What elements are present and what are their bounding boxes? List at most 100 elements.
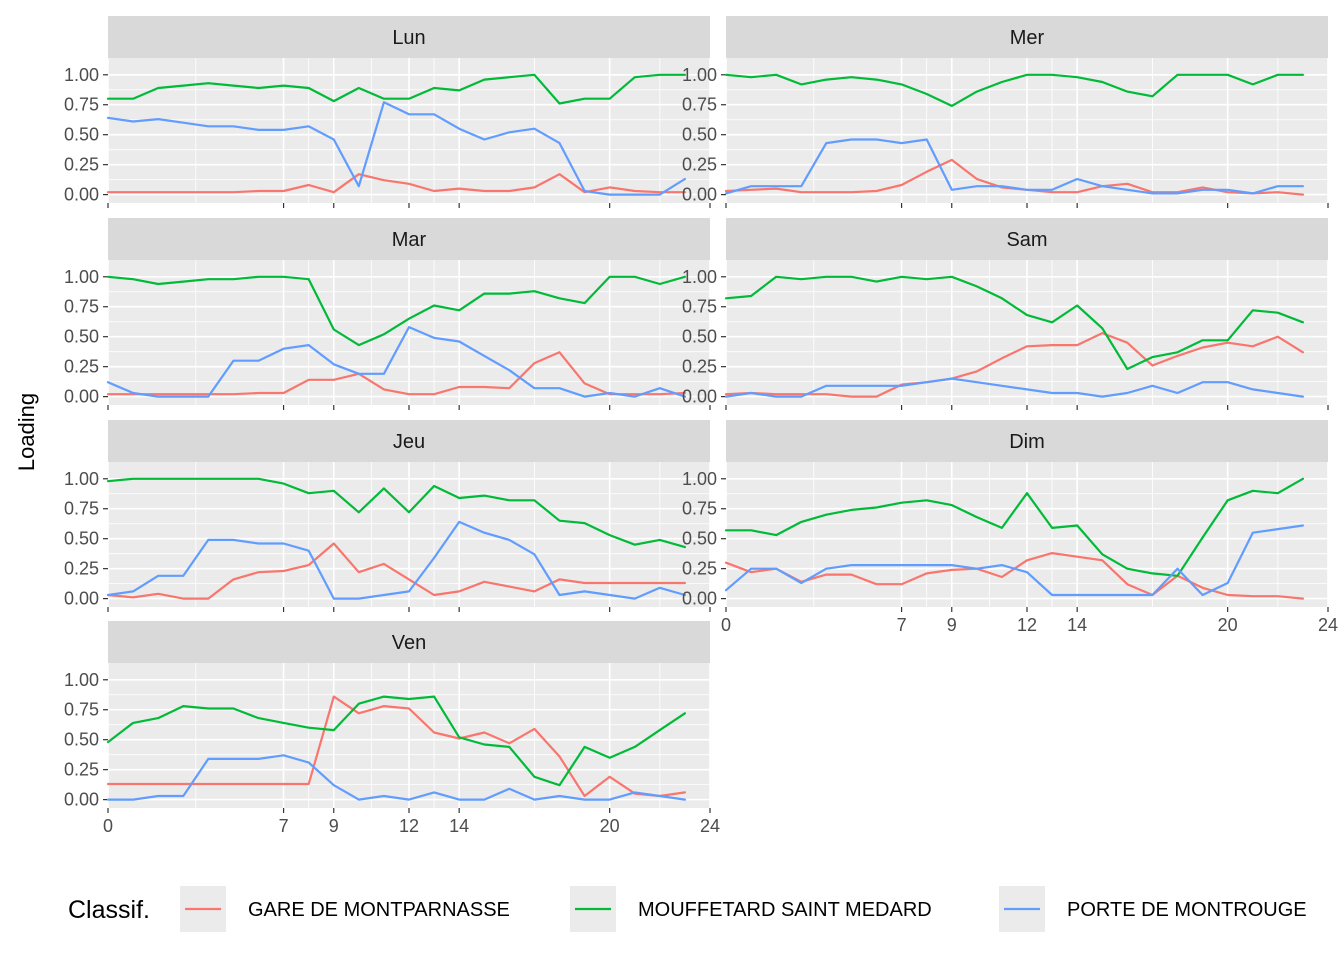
- y-tick-label: 0.25: [682, 559, 717, 579]
- y-tick-label: 1.00: [682, 469, 717, 489]
- y-tick-label: 0.25: [64, 155, 99, 175]
- x-tick-label: 14: [1067, 615, 1087, 635]
- y-tick-label: 0.75: [64, 700, 99, 720]
- strip-mar: [108, 218, 710, 260]
- x-tick-label: 24: [700, 816, 720, 836]
- y-tick-label: 0.25: [64, 357, 99, 377]
- y-tick-label: 1.00: [64, 670, 99, 690]
- series-line-porte-de-montrouge-dim: [724, 524, 1305, 597]
- strip-label-lun: Lun: [392, 27, 425, 49]
- x-tick-label: 24: [1318, 615, 1338, 635]
- strip-label-dim: Dim: [1009, 431, 1045, 453]
- series-line-mouffetard-saint-medard-ven: [106, 695, 687, 787]
- panel-sam: Sam 0.00 0.25 0.50 0.75 1.00: [682, 218, 1329, 410]
- y-tick-label: 0.50: [64, 730, 99, 750]
- series-line-mouffetard-saint-medard-sam: [724, 275, 1305, 371]
- series-line-mouffetard-saint-medard-dim: [724, 477, 1305, 577]
- y-tick-label: 0.75: [64, 297, 99, 317]
- legend-title: Classif.: [68, 896, 150, 924]
- y-tick-label: 0.25: [682, 357, 717, 377]
- y-tick-label: 0.00: [64, 185, 99, 205]
- y-tick-label: 0.50: [64, 529, 99, 549]
- series-line-mouffetard-saint-medard-jeu: [106, 477, 687, 549]
- y-tick-label: 0.50: [682, 529, 717, 549]
- series-line-porte-de-montrouge-mar: [106, 326, 687, 398]
- strip-ven: [108, 621, 710, 663]
- y-tick-label: 0.00: [682, 387, 717, 407]
- series-line-gare-de-montparnasse-jeu: [106, 542, 687, 600]
- legend-entry-porte-de-montrouge: PORTE DE MONTROUGE: [999, 886, 1307, 932]
- strip-label-mar: Mar: [392, 229, 427, 251]
- y-tick-label: 0.50: [64, 327, 99, 347]
- y-tick-label: 1.00: [682, 65, 717, 85]
- series-line-porte-de-montrouge-lun: [106, 101, 687, 196]
- y-tick-label: 0.75: [682, 499, 717, 519]
- strip-label-sam: Sam: [1006, 229, 1047, 251]
- y-tick-label: 0.25: [64, 760, 99, 780]
- y-tick-label: 1.00: [64, 267, 99, 287]
- panel-dim: Dim 0.00 0.25 0.50 0.75 1.00 0 7 9 12 14 20 24: [682, 420, 1338, 635]
- legend-label: GARE DE MONTPARNASSE: [248, 899, 510, 921]
- series-line-porte-de-montrouge-sam: [724, 377, 1305, 398]
- x-tick-label: 14: [449, 816, 469, 836]
- strip-label-ven: Ven: [392, 632, 426, 654]
- series-line-mouffetard-saint-medard-mar: [106, 275, 687, 347]
- series-line-porte-de-montrouge-ven: [106, 754, 687, 801]
- series-line-gare-de-montparnasse-ven: [106, 695, 687, 798]
- legend-entry-mouffetard-saint-medard: MOUFFETARD SAINT MEDARD: [570, 886, 932, 932]
- series-line-gare-de-montparnasse-mar: [106, 351, 687, 396]
- x-tick-label: 0: [721, 615, 731, 635]
- y-axis-label: Loading: [14, 393, 39, 471]
- series-line-porte-de-montrouge-mer: [724, 138, 1305, 195]
- strip-label-jeu: Jeu: [393, 431, 425, 453]
- strip-jeu: [108, 420, 710, 462]
- legend: Classif. GARE DE MONTPARNASSE MOUFFETARD …: [68, 886, 1307, 932]
- series-line-mouffetard-saint-medard-lun: [106, 73, 687, 105]
- legend-entry-gare-de-montparnasse: GARE DE MONTPARNASSE: [180, 886, 510, 932]
- x-tick-label: 20: [600, 816, 620, 836]
- y-tick-label: 0.00: [64, 790, 99, 810]
- x-tick-label: 7: [279, 816, 289, 836]
- x-tick-label: 7: [897, 615, 907, 635]
- y-tick-label: 0.75: [682, 95, 717, 115]
- legend-label: MOUFFETARD SAINT MEDARD: [638, 899, 932, 921]
- panel-ven: Ven 0.00 0.25 0.50 0.75 1.00 0 7 9 12 14 20 24: [64, 621, 720, 836]
- x-tick-label: 9: [947, 615, 957, 635]
- panel-jeu: Jeu 0.00 0.25 0.50 0.75 1.00: [64, 420, 711, 612]
- panel-mar: Mar 0.00 0.25 0.50 0.75 1.00: [64, 218, 711, 410]
- x-tick-label: 0: [103, 816, 113, 836]
- y-tick-label: 0.25: [64, 559, 99, 579]
- x-tick-label: 12: [399, 816, 419, 836]
- strip-lun: [108, 16, 710, 58]
- panel-lun: Lun 0.00 0.25 0.50 0.75 1.00: [64, 16, 711, 208]
- strip-label-mer: Mer: [1010, 27, 1045, 49]
- y-tick-label: 1.00: [682, 267, 717, 287]
- legend-label: PORTE DE MONTROUGE: [1067, 899, 1307, 921]
- x-tick-label: 20: [1218, 615, 1238, 635]
- y-tick-label: 0.75: [682, 297, 717, 317]
- panels-layer: Lun 0.00 0.25 0.50 0.75 1.00 Mer 0.00 0.25 0.50 0.…: [64, 16, 1338, 836]
- strip-sam: [726, 218, 1328, 260]
- y-tick-label: 1.00: [64, 65, 99, 85]
- y-tick-label: 0.50: [682, 327, 717, 347]
- y-tick-label: 0.75: [64, 95, 99, 115]
- series-line-gare-de-montparnasse-sam: [724, 332, 1305, 398]
- y-tick-label: 0.00: [682, 185, 717, 205]
- x-tick-label: 12: [1017, 615, 1037, 635]
- y-tick-label: 0.50: [682, 125, 717, 145]
- x-tick-label: 9: [329, 816, 339, 836]
- strip-mer: [726, 16, 1328, 58]
- strip-dim: [726, 420, 1328, 462]
- series-line-mouffetard-saint-medard-mer: [724, 73, 1305, 108]
- panel-mer: Mer 0.00 0.25 0.50 0.75 1.00: [682, 16, 1329, 208]
- y-tick-label: 1.00: [64, 469, 99, 489]
- y-tick-label: 0.00: [64, 387, 99, 407]
- y-tick-label: 0.50: [64, 125, 99, 145]
- series-line-porte-de-montrouge-jeu: [106, 520, 687, 600]
- y-tick-label: 0.00: [682, 589, 717, 609]
- y-tick-label: 0.00: [64, 589, 99, 609]
- y-tick-label: 0.75: [64, 499, 99, 519]
- y-tick-label: 0.25: [682, 155, 717, 175]
